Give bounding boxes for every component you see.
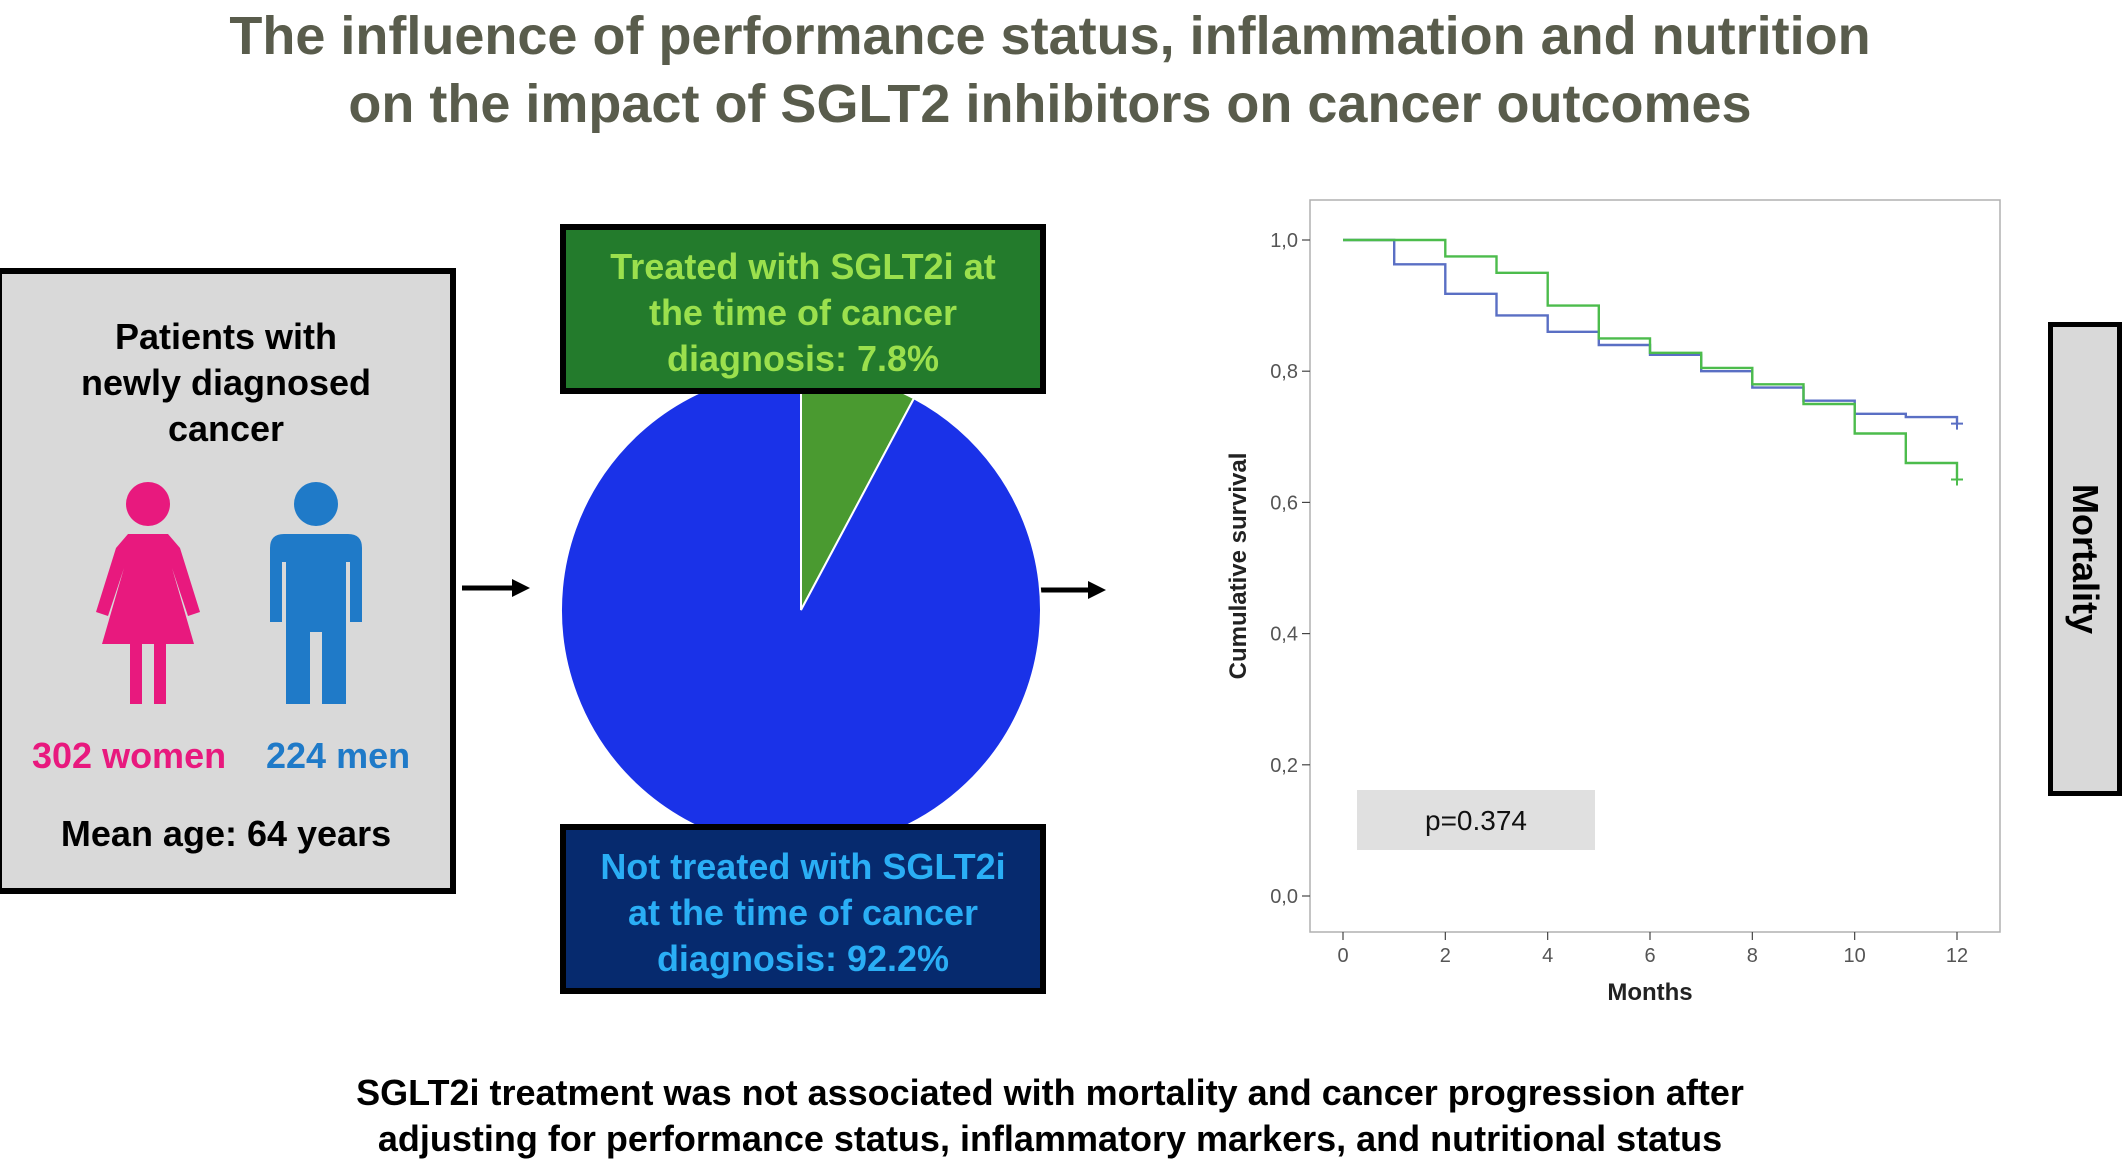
treated-box: Treated with SGLT2i at the time of cance… <box>560 224 1046 394</box>
patients-heading: Patients with newly diagnosed cancer <box>2 314 450 452</box>
not-treated-line-2: at the time of cancer <box>627 892 979 933</box>
not-treated-line-1: Not treated with SGLT2i <box>600 846 1006 887</box>
pie-slice-not-treated <box>560 370 1042 850</box>
women-count: 302 women <box>32 735 227 776</box>
title-line-1: The influence of performance status, inf… <box>229 6 1871 66</box>
conclusion-line-2: adjusting for performance status, inflam… <box>377 1118 1723 1159</box>
conclusion: SGLT2i treatment was not associated with… <box>0 1070 2100 1162</box>
p-value-box <box>1357 790 1595 850</box>
woman-icon <box>96 482 200 704</box>
title-line-2: on the impact of SGLT2 inhibitors on can… <box>348 74 1752 134</box>
not-treated-box: Not treated with SGLT2i at the time of c… <box>560 824 1046 994</box>
man-icon <box>270 482 362 704</box>
x-axis-label: Months <box>1607 979 1692 1006</box>
patients-heading-line-3: cancer <box>167 408 285 449</box>
arrow-to-chart <box>1038 581 1106 599</box>
men-count: 224 men <box>266 735 411 776</box>
censor-mark <box>1951 473 1963 486</box>
censor-mark <box>1951 417 1963 430</box>
y-tick-label: 0,2 <box>1270 755 1298 777</box>
treated-line-3: diagnosis: 7.8% <box>666 338 940 379</box>
not-treated-line-3: diagnosis: 92.2% <box>656 938 950 979</box>
arrow-to-pie <box>462 579 530 597</box>
y-tick-label: 0,6 <box>1270 492 1298 514</box>
y-tick-label: 1,0 <box>1270 230 1298 252</box>
x-tick-label: 10 <box>1844 945 1866 967</box>
y-tick-label: 0,4 <box>1270 624 1298 646</box>
survival-chart: 0,0 0,2 0,4 0,6 0,8 1,0 0 2 4 6 8 10 12 Months Cumulat… <box>1225 199 2001 1006</box>
treated-line-2: the time of cancer <box>648 292 958 333</box>
mortality-box: Mortality <box>2048 322 2122 796</box>
y-tick-label: 0,0 <box>1270 886 1298 908</box>
x-tick-label: 12 <box>1946 945 1968 967</box>
x-tick-label: 8 <box>1747 945 1758 967</box>
y-tick-label: 0,8 <box>1270 361 1298 383</box>
page-title: The influence of performance status, inf… <box>0 2 2100 138</box>
patients-box: Patients with newly diagnosed cancer 302… <box>0 268 456 894</box>
conclusion-line-1: SGLT2i treatment was not associated with… <box>356 1072 1744 1113</box>
x-tick-label: 4 <box>1542 945 1553 967</box>
treatment-pie-chart <box>560 370 1042 850</box>
mean-age: Mean age: 64 years <box>60 813 392 854</box>
survival-line-treated <box>1343 238 1959 480</box>
patients-heading-line-1: Patients with <box>114 316 338 357</box>
y-axis-label: Cumulative survival <box>1225 453 1252 680</box>
treated-line-1: Treated with SGLT2i at <box>610 246 996 287</box>
mortality-label: Mortality <box>2065 483 2106 635</box>
patients-heading-line-2: newly diagnosed <box>80 362 372 403</box>
x-tick-label: 6 <box>1644 945 1655 967</box>
x-tick-label: 2 <box>1440 945 1451 967</box>
p-value-label: p=0.374 <box>1425 805 1527 836</box>
x-tick-label: 0 <box>1337 945 1348 967</box>
